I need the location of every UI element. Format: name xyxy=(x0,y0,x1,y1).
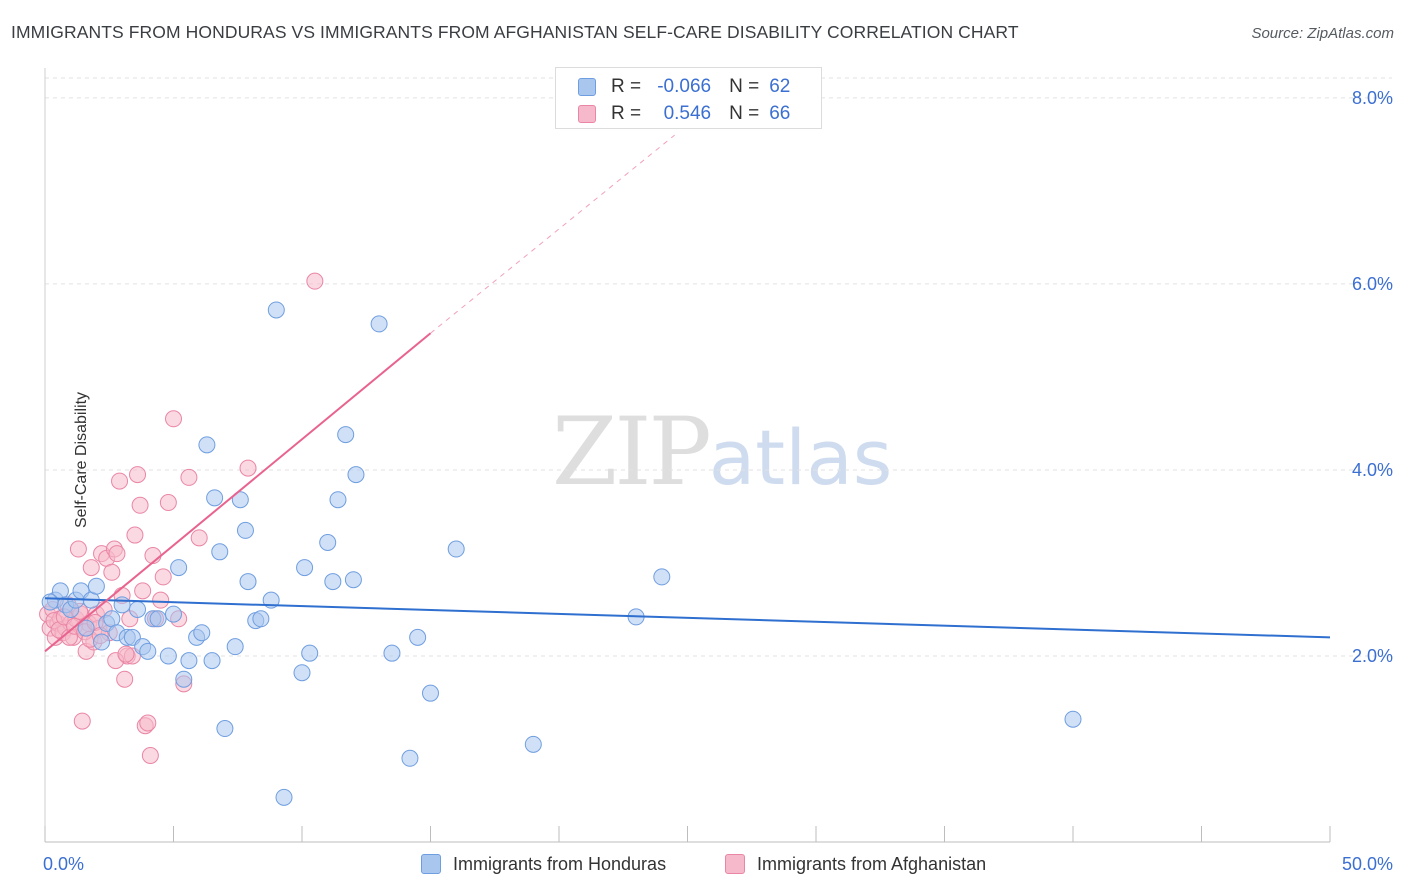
point-afghanistan xyxy=(108,545,126,563)
point-honduras xyxy=(87,577,105,595)
point-afghanistan xyxy=(131,496,149,514)
point-honduras xyxy=(231,491,249,509)
series-label-honduras: Immigrants from Honduras xyxy=(453,853,667,874)
legend-n-value-honduras: 62 xyxy=(769,76,791,97)
source-credit: Source: ZipAtlas.com xyxy=(1251,25,1394,42)
legend-row-afghanistan: R = 0.546 N = 66 xyxy=(578,102,790,126)
y-tick-label: 2.0% xyxy=(1352,646,1393,666)
point-honduras xyxy=(293,664,311,682)
point-honduras xyxy=(324,573,342,591)
x-tick-label: 0.0% xyxy=(43,854,84,874)
point-honduras xyxy=(329,491,347,509)
point-honduras xyxy=(275,788,293,806)
point-honduras xyxy=(41,593,59,611)
point-honduras xyxy=(216,720,234,738)
point-honduras xyxy=(401,749,419,767)
y-tick-label: 4.0% xyxy=(1352,460,1393,480)
chart-title: IMMIGRANTS FROM HONDURAS VS IMMIGRANTS F… xyxy=(11,22,1019,42)
trendline-afghanistan-extension xyxy=(430,134,675,334)
point-honduras xyxy=(226,638,244,656)
point-honduras xyxy=(211,543,229,561)
point-honduras xyxy=(149,610,167,628)
point-honduras xyxy=(296,559,314,577)
y-axis-label: Self-Care Disability xyxy=(73,391,91,529)
point-honduras xyxy=(170,559,188,577)
correlation-legend: R = -0.066 N = 62 R = 0.546 N = 66 xyxy=(555,67,822,129)
point-honduras xyxy=(206,489,224,507)
legend-r-value-afghanistan: 0.546 xyxy=(663,103,712,124)
point-honduras xyxy=(139,642,157,660)
legend-r-label: R = xyxy=(611,76,642,97)
point-afghanistan xyxy=(141,746,159,764)
legend-r-label: R = xyxy=(611,103,642,124)
point-afghanistan xyxy=(152,591,170,609)
point-honduras xyxy=(193,624,211,642)
x-tick-label: 50.0% xyxy=(1342,854,1393,874)
legend-n-label: N = xyxy=(729,76,760,97)
point-afghanistan xyxy=(126,526,144,544)
point-afghanistan xyxy=(154,568,172,586)
trendline-afghanistan xyxy=(44,332,432,653)
point-honduras xyxy=(319,534,337,552)
point-honduras xyxy=(653,568,671,586)
point-afghanistan xyxy=(306,272,324,290)
point-honduras xyxy=(301,644,319,662)
point-honduras xyxy=(113,596,131,614)
series-swatch-afghanistan xyxy=(725,854,745,874)
point-afghanistan xyxy=(180,468,198,486)
point-honduras xyxy=(175,670,193,688)
point-honduras xyxy=(252,610,270,628)
point-honduras xyxy=(198,436,216,454)
y-tick-label: 8.0% xyxy=(1352,88,1393,108)
point-honduras xyxy=(347,466,365,484)
point-honduras xyxy=(447,540,465,558)
point-afghanistan xyxy=(73,712,91,730)
legend-swatch-honduras xyxy=(578,78,596,96)
series-legend-afghanistan[interactable]: Immigrants from Afghanistan xyxy=(725,851,986,877)
series-legend-honduras[interactable]: Immigrants from Honduras xyxy=(421,851,666,877)
legend-n-label: N = xyxy=(729,103,760,124)
point-honduras xyxy=(524,735,542,753)
point-honduras xyxy=(344,571,362,589)
point-honduras xyxy=(129,600,147,618)
legend-row-honduras: R = -0.066 N = 62 xyxy=(578,75,790,99)
point-afghanistan xyxy=(82,559,100,577)
point-honduras xyxy=(239,573,257,591)
series-label-afghanistan: Immigrants from Afghanistan xyxy=(757,853,987,874)
point-honduras xyxy=(165,605,182,623)
point-honduras xyxy=(383,644,401,662)
point-afghanistan xyxy=(239,459,257,477)
point-honduras xyxy=(409,628,427,646)
point-afghanistan xyxy=(117,645,135,663)
legend-swatch-afghanistan xyxy=(578,105,596,123)
point-honduras xyxy=(180,652,198,670)
point-afghanistan xyxy=(116,670,134,688)
series-swatch-honduras xyxy=(421,854,441,874)
point-afghanistan xyxy=(134,582,152,600)
point-afghanistan xyxy=(129,466,147,484)
legend-n-value-afghanistan: 66 xyxy=(769,103,791,124)
point-afghanistan xyxy=(103,563,121,581)
point-honduras xyxy=(1064,710,1082,728)
point-honduras xyxy=(203,652,221,670)
point-afghanistan xyxy=(111,472,129,490)
point-honduras xyxy=(77,619,95,637)
point-honduras xyxy=(236,521,254,539)
point-afghanistan xyxy=(165,410,182,428)
legend-r-value-honduras: -0.066 xyxy=(657,76,712,97)
point-afghanistan xyxy=(69,540,87,558)
point-honduras xyxy=(337,426,355,444)
point-afghanistan xyxy=(159,494,177,512)
trendline-honduras xyxy=(44,597,1331,639)
y-tick-label: 6.0% xyxy=(1352,274,1393,294)
point-honduras xyxy=(267,301,285,319)
point-afghanistan xyxy=(139,714,157,732)
point-afghanistan xyxy=(190,529,208,547)
point-honduras xyxy=(422,684,439,702)
point-honduras xyxy=(370,315,388,333)
point-honduras xyxy=(159,647,177,665)
point-honduras xyxy=(93,633,111,651)
